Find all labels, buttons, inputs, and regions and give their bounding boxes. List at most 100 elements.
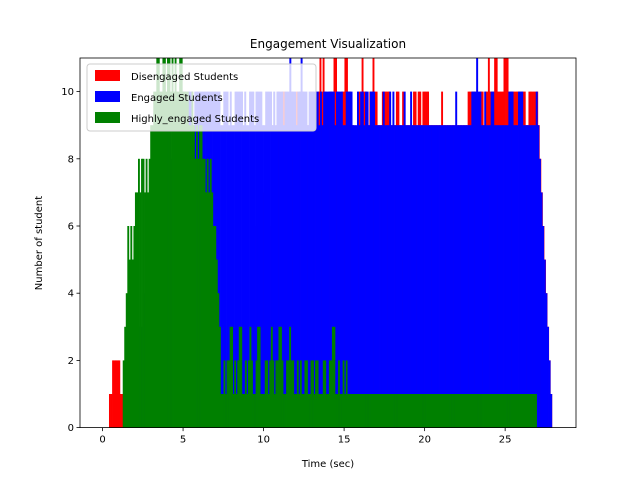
bar [145, 158, 148, 428]
y-tick-label: 8 [68, 154, 74, 165]
bar [461, 125, 464, 428]
bar [439, 125, 442, 428]
bar [449, 394, 452, 428]
bar [229, 91, 232, 428]
bar [311, 91, 314, 428]
bar [243, 394, 246, 428]
bar [255, 91, 258, 428]
bar [260, 394, 263, 428]
bar [516, 394, 519, 428]
bar [498, 125, 501, 428]
bar [221, 394, 224, 428]
bar [370, 394, 372, 428]
bar [438, 394, 441, 428]
bar [121, 394, 124, 428]
bar [455, 91, 458, 428]
bar [353, 394, 356, 428]
bar [481, 394, 484, 428]
bar [138, 158, 140, 428]
bar [471, 91, 474, 428]
bar [397, 394, 400, 428]
bar [312, 360, 314, 428]
bar [282, 125, 285, 428]
bar [456, 125, 459, 428]
bar [192, 125, 195, 428]
bar [486, 394, 489, 428]
bar [485, 125, 488, 428]
bar [160, 91, 163, 428]
bar [342, 125, 345, 428]
legend: Disengaged Students Engaged Students Hig… [86, 63, 317, 132]
bar [359, 394, 362, 428]
y-tick-label: 0 [68, 423, 74, 434]
bar [431, 125, 434, 428]
bar [249, 326, 252, 428]
bar [374, 125, 377, 428]
bar [342, 360, 345, 428]
bar [463, 394, 466, 428]
bar [389, 394, 392, 428]
bar [296, 360, 299, 428]
bar [241, 91, 243, 428]
bar [223, 360, 226, 428]
bars-layer [108, 58, 553, 428]
bar [238, 326, 241, 428]
bar [276, 360, 279, 428]
bar [336, 394, 339, 428]
bar [186, 91, 189, 428]
bar [168, 58, 171, 428]
bar [332, 91, 335, 428]
bar [501, 125, 504, 428]
bar [223, 91, 226, 428]
bar [548, 360, 551, 428]
bar [290, 360, 293, 428]
bar [418, 394, 421, 428]
bar [310, 91, 313, 428]
bar [208, 192, 211, 428]
bar [284, 394, 287, 428]
bar [384, 125, 387, 428]
bar [150, 125, 153, 428]
bar [274, 125, 277, 428]
bar [339, 394, 342, 428]
bar [232, 125, 235, 428]
bar [297, 91, 300, 428]
bar [441, 394, 444, 428]
bar [429, 125, 432, 428]
bar [371, 394, 374, 428]
bar [330, 360, 333, 428]
bar [446, 394, 449, 428]
bar [468, 125, 471, 428]
bar [537, 125, 540, 428]
bar [355, 125, 358, 428]
bar [405, 394, 408, 428]
bar [514, 125, 517, 428]
bar [218, 326, 221, 428]
bar [283, 394, 285, 428]
legend-label-engaged: Engaged Students [131, 93, 223, 104]
bar [196, 125, 198, 428]
bar [333, 326, 336, 428]
bar [476, 58, 479, 428]
bar [376, 125, 379, 428]
bar [482, 125, 485, 428]
bar [400, 394, 403, 428]
bar [280, 326, 282, 428]
plot-frame [79, 57, 577, 429]
bar [303, 91, 306, 428]
bar [435, 125, 438, 428]
bar [324, 91, 327, 428]
bar [497, 125, 500, 428]
bar [258, 326, 261, 428]
bar [350, 394, 353, 428]
bar [503, 125, 506, 428]
bar [273, 394, 276, 428]
bar [519, 394, 522, 428]
bar [334, 125, 337, 428]
bar [124, 326, 127, 428]
x-tick-label: 20 [418, 435, 431, 446]
bar [338, 360, 340, 428]
bar [305, 91, 308, 428]
bar [252, 91, 255, 428]
bar [286, 360, 289, 428]
